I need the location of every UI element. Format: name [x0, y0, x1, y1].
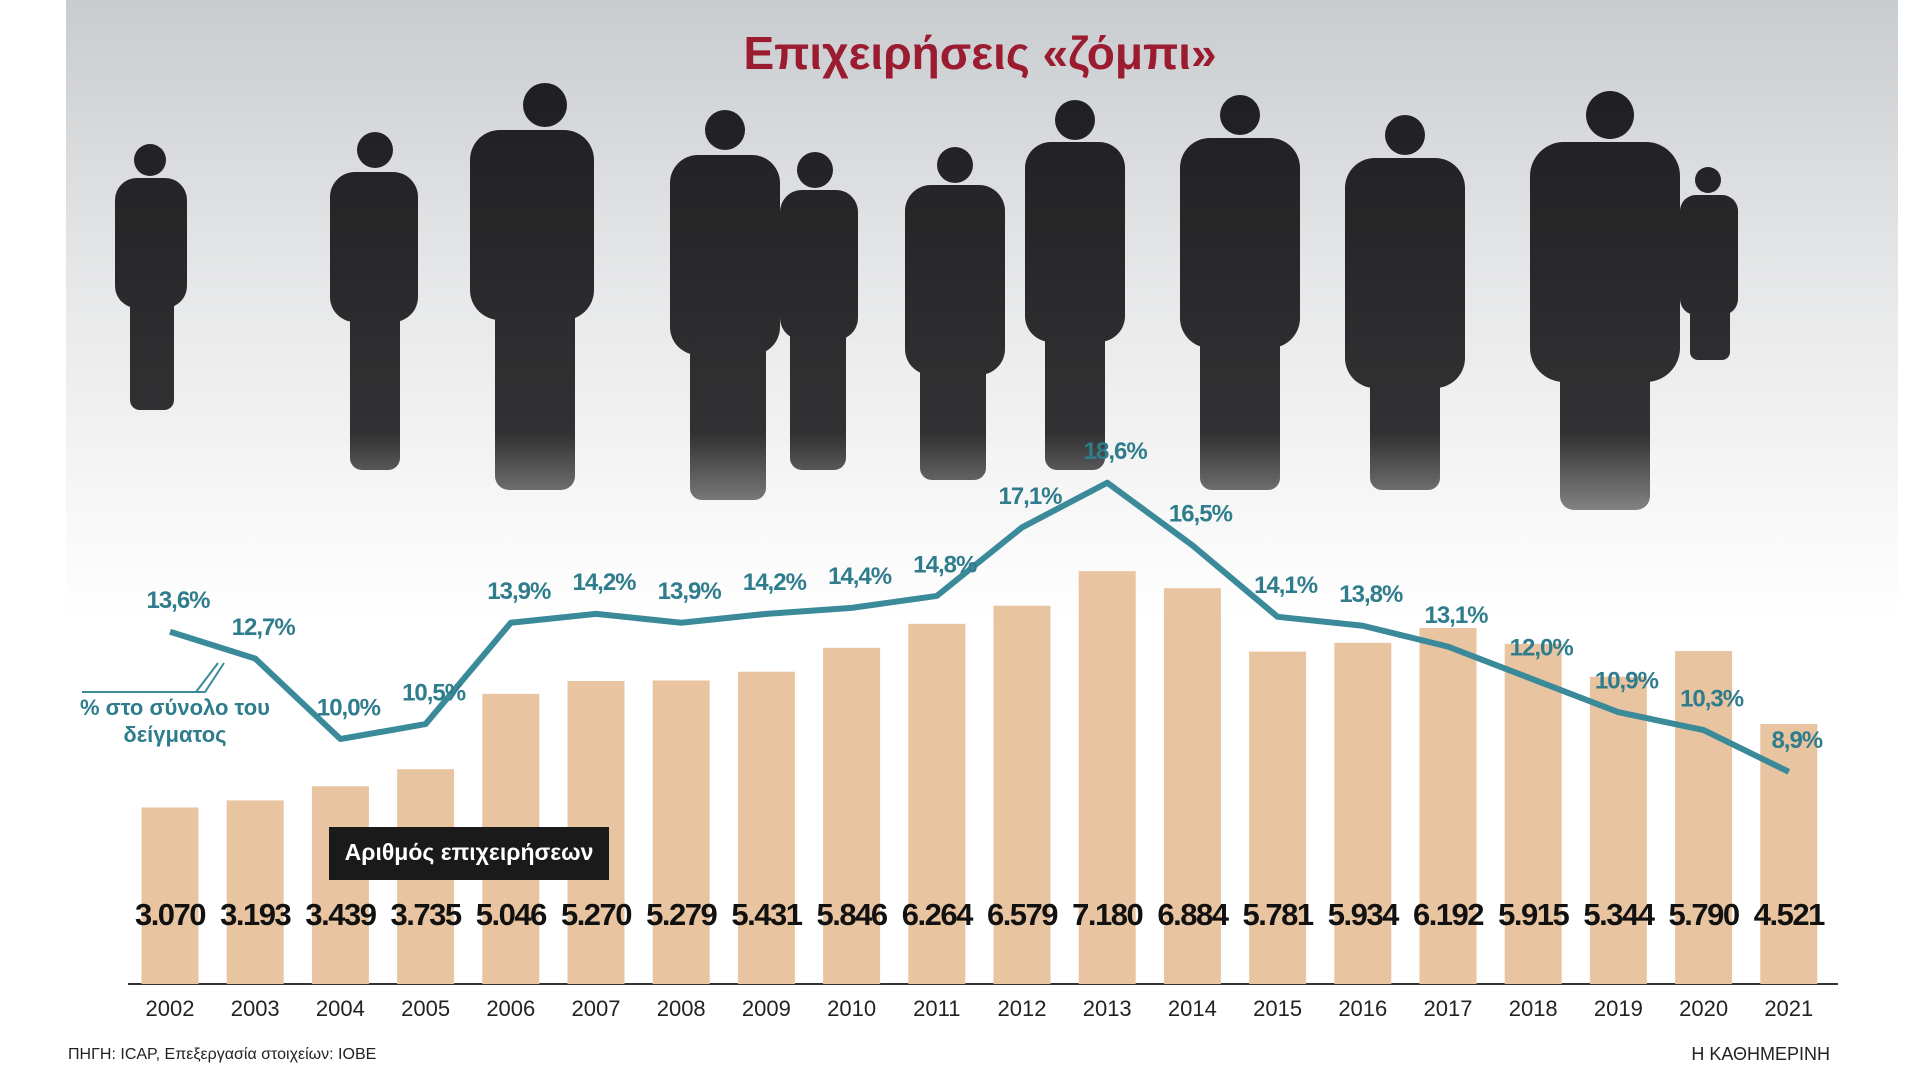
line-value-label: 14,2%: [743, 569, 807, 596]
line-value-label: 13,9%: [487, 578, 551, 605]
line-value-label: 14,2%: [572, 569, 636, 596]
bar: [1589, 676, 1647, 984]
bar-value-label: 6.884: [1157, 897, 1229, 932]
bar-value-label: 5.934: [1328, 897, 1400, 932]
x-tick-label: 2008: [657, 996, 706, 1021]
line-value-label: 13,1%: [1424, 602, 1488, 629]
bar-legend: Αριθμός επιχειρήσεων: [345, 839, 594, 865]
bar: [141, 807, 199, 984]
bar-value-label: 3.070: [135, 897, 205, 932]
x-tick-label: 2002: [146, 996, 195, 1021]
bar-value-label: 5.781: [1243, 897, 1314, 932]
bar-value-label: 5.344: [1583, 897, 1655, 932]
line-value-label: 18,6%: [1084, 438, 1148, 465]
x-tick-label: 2004: [316, 996, 365, 1021]
bar: [1760, 724, 1818, 984]
bar: [311, 786, 369, 984]
legend-connector: [195, 662, 219, 693]
x-tick-label: 2003: [231, 996, 280, 1021]
source: ΠΗΓΗ: ICAP, Επεξεργασία στοιχείων: ΙΟΒΕ: [68, 1046, 376, 1063]
x-tick-label: 2014: [1168, 996, 1217, 1021]
line-value-label: 13,6%: [146, 587, 210, 614]
line-value-label: 10,9%: [1595, 668, 1659, 695]
x-tick-label: 2019: [1594, 996, 1643, 1021]
x-tick-label: 2007: [572, 996, 621, 1021]
x-tick-label: 2010: [827, 996, 876, 1021]
x-tick-label: 2011: [913, 996, 960, 1021]
bar: [1249, 651, 1307, 984]
line-value-label: 14,8%: [913, 551, 977, 578]
bar-value-label: 5.046: [476, 897, 547, 932]
bar-value-label: 6.264: [902, 897, 974, 932]
line-value-label: 10,5%: [402, 679, 466, 706]
line-value-label: 13,9%: [658, 578, 722, 605]
x-tick-label: 2017: [1424, 996, 1473, 1021]
x-tick-label: 2016: [1338, 996, 1387, 1021]
legend-connector: [82, 662, 225, 693]
bar-value-label: 5.790: [1669, 897, 1739, 932]
line-value-label: 12,7%: [232, 614, 296, 641]
bar-value-label: 6.579: [987, 897, 1058, 932]
x-tick-label: 2020: [1679, 996, 1728, 1021]
chart-title: Επιχειρήσεις «ζόμπι»: [743, 27, 1216, 79]
line: [169, 479, 1791, 775]
bar-value-label: 5.270: [561, 897, 631, 932]
bar: [908, 623, 966, 984]
bar-value-label: 4.521: [1754, 897, 1825, 932]
bar-legend-box: [329, 827, 609, 880]
x-tick-label: 2018: [1509, 996, 1558, 1021]
bar-value-label: 5.915: [1498, 897, 1569, 932]
bar: [737, 671, 795, 984]
line-value-label: 8,9%: [1771, 727, 1822, 754]
line-value-label: 13,8%: [1339, 581, 1403, 608]
bar-value-label: 3.193: [220, 897, 291, 932]
x-tick-label: 2021: [1764, 996, 1813, 1021]
x-tick-label: 2013: [1083, 996, 1132, 1021]
bar: [823, 647, 881, 984]
line-value-label: 17,1%: [998, 483, 1062, 510]
bar: [993, 605, 1051, 984]
bar: [226, 800, 284, 984]
bar-value-label: 5.846: [817, 897, 888, 932]
line-value-label: 16,5%: [1169, 501, 1233, 528]
line-value-label: 10,3%: [1680, 685, 1744, 712]
line-legend: % στο σύνολο του δείγματος: [80, 695, 270, 747]
bar-value-label: 7.180: [1072, 897, 1142, 932]
bar-value-label: 5.431: [731, 897, 802, 932]
bar-value-label: 5.279: [646, 897, 717, 932]
bar: [1163, 588, 1221, 984]
bar: [652, 680, 710, 984]
line-value-label: 10,0%: [317, 694, 381, 721]
photo-silhouettes: [115, 83, 1738, 510]
line-value-label: 12,0%: [1510, 635, 1574, 662]
x-tick-label: 2012: [998, 996, 1047, 1021]
x-tick-label: 2009: [742, 996, 791, 1021]
line-value-label: 14,4%: [828, 563, 892, 590]
publisher: Η ΚΑΘΗΜΕΡΙΝΗ: [1691, 1044, 1830, 1064]
bar: [1334, 642, 1392, 984]
line-value-label: 14,1%: [1254, 572, 1318, 599]
bar-value-label: 3.439: [305, 897, 376, 932]
bar: [1675, 651, 1733, 984]
x-tick-label: 2005: [401, 996, 450, 1021]
bar-value-label: 3.735: [391, 897, 462, 932]
bar-value-label: 6.192: [1413, 897, 1483, 932]
x-tick-label: 2006: [486, 996, 535, 1021]
bar: [1504, 643, 1562, 984]
bar: [1419, 627, 1477, 984]
bar: [1078, 571, 1136, 984]
x-tick-label: 2015: [1253, 996, 1302, 1021]
